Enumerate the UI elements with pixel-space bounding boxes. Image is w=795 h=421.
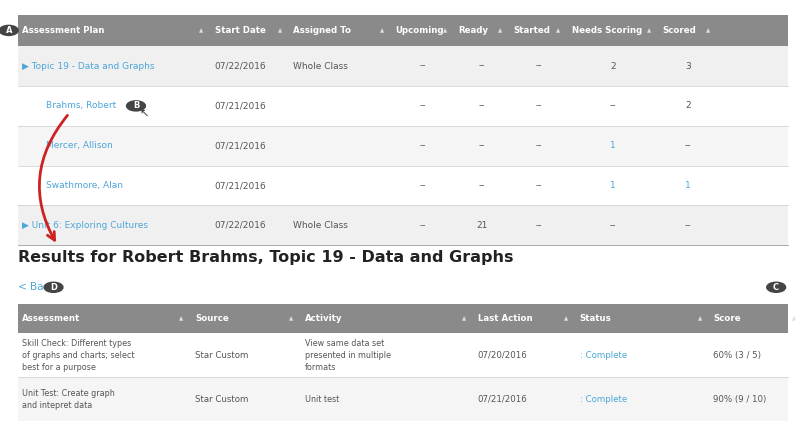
FancyBboxPatch shape	[18, 333, 788, 378]
FancyBboxPatch shape	[18, 165, 788, 205]
Text: ▲: ▲	[647, 28, 651, 33]
Text: Assessment: Assessment	[22, 314, 80, 323]
Text: Skill Check: Different types
of graphs and charts; select
best for a purpose: Skill Check: Different types of graphs a…	[22, 339, 134, 372]
Text: ▲: ▲	[289, 316, 293, 321]
Text: 07/22/2016: 07/22/2016	[215, 221, 266, 230]
Circle shape	[44, 282, 63, 292]
Text: 60% (3 / 5): 60% (3 / 5)	[713, 351, 762, 360]
Text: Mercer, Allison: Mercer, Allison	[45, 141, 112, 150]
Text: --: --	[420, 101, 426, 110]
Circle shape	[126, 101, 145, 111]
Text: Assessment Plan: Assessment Plan	[22, 26, 104, 35]
Text: Activity: Activity	[304, 314, 343, 323]
Text: < Back: < Back	[18, 282, 56, 292]
Text: 1: 1	[611, 181, 616, 190]
Text: ↖: ↖	[139, 110, 149, 120]
Text: ▲: ▲	[698, 316, 702, 321]
Text: ▲: ▲	[706, 28, 710, 33]
Text: --: --	[684, 141, 691, 150]
Text: --: --	[420, 141, 426, 150]
Text: ▲: ▲	[462, 316, 467, 321]
Text: View same data set
presented in multiple
formats: View same data set presented in multiple…	[304, 339, 391, 372]
FancyBboxPatch shape	[18, 205, 788, 245]
Text: Whole Class: Whole Class	[293, 221, 348, 230]
FancyBboxPatch shape	[18, 304, 788, 333]
Text: Swathmore, Alan: Swathmore, Alan	[45, 181, 122, 190]
Text: Whole Class: Whole Class	[293, 61, 348, 71]
Text: 21: 21	[476, 221, 487, 230]
Text: Started: Started	[513, 26, 550, 35]
FancyBboxPatch shape	[18, 126, 788, 165]
FancyBboxPatch shape	[18, 46, 788, 86]
Text: --: --	[535, 221, 542, 230]
Text: 07/21/2016: 07/21/2016	[215, 181, 266, 190]
Text: --: --	[535, 61, 542, 71]
Text: D: D	[50, 283, 57, 292]
Text: : Complete: : Complete	[580, 395, 627, 404]
Text: 07/22/2016: 07/22/2016	[215, 61, 266, 71]
Text: Source: Source	[195, 314, 229, 323]
Text: Unit test: Unit test	[304, 395, 339, 404]
Text: ▶ Unit 6: Exploring Cultures: ▶ Unit 6: Exploring Cultures	[22, 221, 148, 230]
Text: Needs Scoring: Needs Scoring	[572, 26, 642, 35]
FancyBboxPatch shape	[18, 86, 788, 126]
Text: ▲: ▲	[277, 28, 282, 33]
Text: --: --	[610, 221, 616, 230]
Text: --: --	[420, 181, 426, 190]
Text: --: --	[535, 101, 542, 110]
Text: Scored: Scored	[662, 26, 696, 35]
Text: --: --	[420, 221, 426, 230]
Text: A: A	[6, 26, 12, 35]
Text: --: --	[535, 141, 542, 150]
Text: 07/20/2016: 07/20/2016	[478, 351, 527, 360]
Text: Last Action: Last Action	[478, 314, 533, 323]
Text: ▲: ▲	[792, 316, 795, 321]
Text: --: --	[610, 101, 616, 110]
FancyBboxPatch shape	[18, 15, 788, 46]
Text: ▲: ▲	[498, 28, 502, 33]
Text: --: --	[479, 101, 485, 110]
Text: 07/21/2016: 07/21/2016	[215, 101, 266, 110]
Text: ▲: ▲	[556, 28, 560, 33]
Text: Assigned To: Assigned To	[293, 26, 351, 35]
Text: Score: Score	[713, 314, 741, 323]
Text: 90% (9 / 10): 90% (9 / 10)	[713, 395, 766, 404]
Text: Results for Robert Brahms, Topic 19 - Data and Graphs: Results for Robert Brahms, Topic 19 - Da…	[18, 250, 514, 265]
Text: 07/21/2016: 07/21/2016	[215, 141, 266, 150]
Text: Status: Status	[580, 314, 611, 323]
Text: ▲: ▲	[443, 28, 447, 33]
Text: 1: 1	[611, 141, 616, 150]
Text: 1: 1	[685, 181, 691, 190]
Text: 07/21/2016: 07/21/2016	[478, 395, 527, 404]
Circle shape	[766, 282, 785, 292]
Text: --: --	[420, 61, 426, 71]
Text: Start Date: Start Date	[215, 26, 266, 35]
Text: Upcoming: Upcoming	[395, 26, 444, 35]
Text: Star Custom: Star Custom	[195, 395, 248, 404]
Text: Unit Test: Create graph
and intepret data: Unit Test: Create graph and intepret dat…	[22, 389, 114, 410]
Text: Ready: Ready	[458, 26, 488, 35]
Text: --: --	[479, 61, 485, 71]
Text: ▲: ▲	[380, 28, 384, 33]
Text: --: --	[535, 181, 542, 190]
Circle shape	[0, 25, 18, 35]
Text: ▲: ▲	[180, 316, 184, 321]
Text: --: --	[684, 221, 691, 230]
Text: Brahms, Robert: Brahms, Robert	[45, 101, 116, 110]
Text: ▲: ▲	[564, 316, 568, 321]
FancyBboxPatch shape	[18, 378, 788, 421]
Text: --: --	[479, 181, 485, 190]
Text: 3: 3	[685, 61, 691, 71]
Text: B: B	[133, 101, 139, 110]
Text: 2: 2	[611, 61, 616, 71]
Text: : Complete: : Complete	[580, 351, 627, 360]
Text: ▶ Topic 19 - Data and Graphs: ▶ Topic 19 - Data and Graphs	[22, 61, 154, 71]
Text: ▲: ▲	[199, 28, 204, 33]
Text: C: C	[773, 283, 779, 292]
Text: Star Custom: Star Custom	[195, 351, 248, 360]
Text: --: --	[479, 141, 485, 150]
Text: 2: 2	[685, 101, 691, 110]
